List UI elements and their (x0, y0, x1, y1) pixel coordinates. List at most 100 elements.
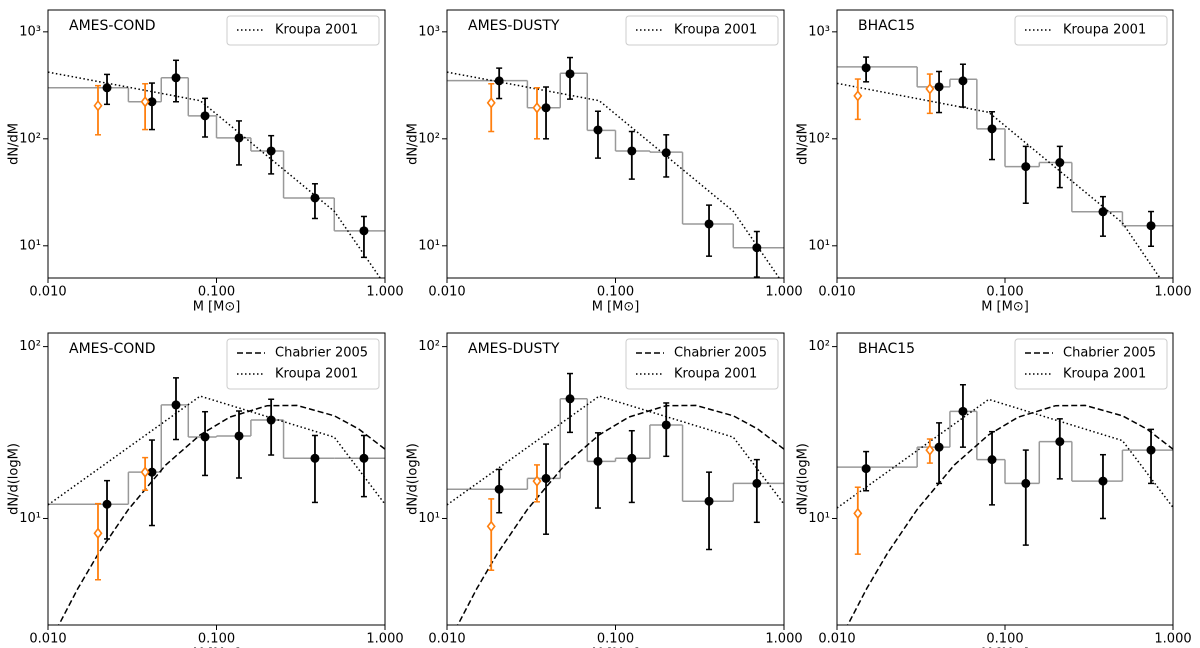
data-point (934, 82, 944, 92)
y-axis-label: dN/dM (796, 123, 811, 165)
panel: 0.010 0.100 1.000 10¹ 10² M [M⊙] dN/d(logM) AME… (7, 332, 404, 648)
data-point (627, 453, 637, 463)
legend-label: Kroupa 2001 (1063, 23, 1146, 38)
panel: 0.010 0.100 1.000 10¹ 10² 10³ M [M⊙] dN/dM AMES-… (406, 9, 803, 315)
data-point (925, 444, 935, 456)
y-tick-label: 10³ (808, 24, 830, 39)
x-tick-label: 0.010 (818, 632, 855, 647)
y-axis-label: dN/d(logM) (796, 443, 811, 515)
data-point (102, 499, 112, 509)
data-point (1146, 445, 1156, 455)
legend-box (625, 15, 779, 46)
data-point (925, 83, 935, 95)
y-tick-label: 10² (19, 131, 41, 146)
x-tick-label: 0.010 (428, 285, 465, 300)
panel-title: AMES-COND (69, 341, 156, 357)
data-point (147, 97, 157, 107)
data-point (171, 400, 181, 410)
x-tick-label: 1.000 (1154, 285, 1191, 300)
y-tick-label: 10² (808, 131, 830, 146)
y-tick-label: 10¹ (808, 511, 830, 526)
data-point (200, 111, 210, 121)
x-tick-label: 1.000 (765, 632, 802, 647)
x-tick-label: 0.100 (986, 285, 1023, 300)
legend-box (1014, 15, 1168, 46)
y-tick-label: 10¹ (19, 238, 41, 253)
data-point (704, 219, 714, 229)
data-point (200, 432, 210, 442)
data-point (1021, 162, 1031, 172)
model-line (48, 395, 385, 506)
legend-label: Kroupa 2001 (674, 367, 757, 382)
y-tick-label: 10¹ (19, 511, 41, 526)
data-point (102, 83, 112, 93)
x-tick-label: 1.000 (366, 632, 403, 647)
x-tick-label: 1.000 (765, 285, 802, 300)
model-line (447, 71, 781, 278)
x-tick-label: 0.010 (428, 632, 465, 647)
data-point (1098, 207, 1108, 217)
panel: 0.010 0.100 1.000 10¹ 10² 10³ M [M⊙] dN/dM AMES-… (7, 9, 404, 315)
x-axis-label: M [M⊙] (981, 647, 1029, 648)
data-point (310, 453, 320, 463)
data-point (140, 95, 150, 108)
data-point (987, 124, 997, 134)
legend-label: Chabrier 2005 (1063, 346, 1156, 361)
legend-box (1014, 338, 1168, 390)
x-tick-label: 0.010 (29, 285, 66, 300)
plot-area (447, 372, 784, 625)
panel: 0.010 0.100 1.000 10¹ 10² M [M⊙] dN/d(logM) AME… (406, 332, 803, 648)
legend-label: Chabrier 2005 (674, 346, 767, 361)
data-point (853, 90, 863, 102)
data-point (140, 466, 150, 478)
plot-area (837, 383, 1173, 625)
x-axis-label: M [M⊙] (193, 300, 241, 315)
data-point (593, 125, 603, 135)
axes-frame (47, 9, 386, 279)
model-line (456, 404, 784, 625)
x-tick-label: 0.100 (986, 632, 1023, 647)
legend-label: Kroupa 2001 (275, 367, 358, 382)
panel: 0.010 0.100 1.000 10¹ 10² M [M⊙] dN/d(logM) BHA… (796, 332, 1192, 648)
legend-label: Kroupa 2001 (674, 23, 757, 38)
data-point (861, 464, 871, 474)
model-line (57, 404, 385, 625)
x-tick-label: 0.100 (198, 632, 235, 647)
data-point (171, 73, 181, 83)
data-point (93, 99, 103, 112)
x-tick-label: 0.010 (818, 285, 855, 300)
plot-area (48, 59, 385, 278)
y-tick-label: 10² (808, 339, 830, 354)
data-point (752, 478, 762, 488)
data-point (704, 496, 714, 506)
data-point (541, 473, 551, 483)
data-point (752, 243, 762, 253)
model-line (837, 398, 1173, 509)
x-axis-label: M [M⊙] (592, 300, 640, 315)
data-point (627, 146, 637, 156)
data-point (310, 193, 320, 203)
data-point (565, 69, 575, 79)
data-point (934, 442, 944, 452)
y-axis-label: dN/d(logM) (7, 443, 22, 515)
x-tick-label: 0.100 (198, 285, 235, 300)
data-point (486, 520, 496, 533)
x-tick-label: 1.000 (366, 285, 403, 300)
data-point (1055, 437, 1065, 447)
data-point (266, 146, 276, 156)
legend-box (226, 15, 380, 46)
data-point (1055, 158, 1065, 168)
data-point (1146, 221, 1156, 231)
panel-title: AMES-COND (69, 18, 156, 34)
y-tick-label: 10² (418, 339, 440, 354)
y-tick-label: 10² (19, 339, 41, 354)
panel-title: BHAC15 (858, 341, 915, 357)
y-tick-label: 10² (418, 131, 440, 146)
data-point (532, 475, 542, 487)
data-point (359, 453, 369, 463)
data-point (1021, 478, 1031, 488)
y-axis-label: dN/d(logM) (406, 443, 421, 515)
data-point (958, 76, 968, 86)
y-tick-label: 10³ (19, 24, 41, 39)
